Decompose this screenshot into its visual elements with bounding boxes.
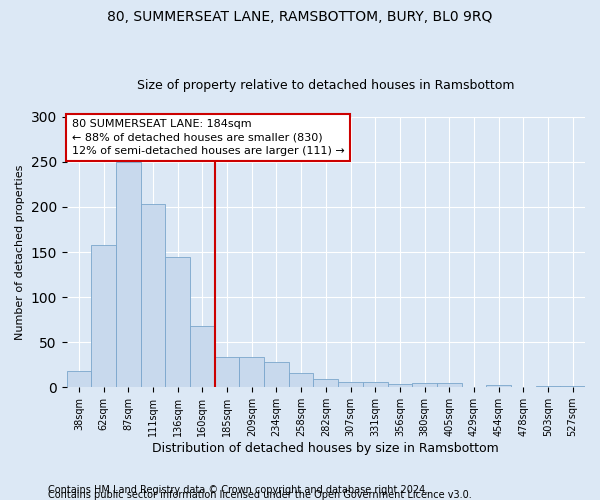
- Bar: [239, 358, 264, 387]
- Text: Contains public sector information licensed under the Open Government Licence v3: Contains public sector information licen…: [48, 490, 472, 500]
- Text: 80, SUMMERSEAT LANE, RAMSBOTTOM, BURY, BL0 9RQ: 80, SUMMERSEAT LANE, RAMSBOTTOM, BURY, B…: [107, 10, 493, 24]
- Text: 80 SUMMERSEAT LANE: 184sqm
← 88% of detached houses are smaller (830)
12% of sem: 80 SUMMERSEAT LANE: 184sqm ← 88% of deta…: [72, 120, 344, 156]
- Bar: [388, 384, 412, 387]
- Bar: [289, 373, 313, 387]
- X-axis label: Distribution of detached houses by size in Ramsbottom: Distribution of detached houses by size …: [152, 442, 499, 455]
- Text: Contains HM Land Registry data © Crown copyright and database right 2024.: Contains HM Land Registry data © Crown c…: [48, 485, 428, 495]
- Title: Size of property relative to detached houses in Ramsbottom: Size of property relative to detached ho…: [137, 79, 515, 92]
- Bar: [536, 386, 560, 387]
- Bar: [116, 162, 141, 387]
- Bar: [215, 356, 239, 387]
- Bar: [486, 386, 511, 387]
- Bar: [363, 382, 388, 387]
- Bar: [560, 386, 585, 387]
- Bar: [313, 379, 338, 387]
- Bar: [91, 245, 116, 387]
- Bar: [190, 326, 215, 387]
- Bar: [437, 382, 461, 387]
- Bar: [338, 382, 363, 387]
- Bar: [264, 362, 289, 387]
- Bar: [141, 204, 166, 387]
- Bar: [166, 258, 190, 387]
- Bar: [412, 382, 437, 387]
- Bar: [67, 371, 91, 387]
- Y-axis label: Number of detached properties: Number of detached properties: [15, 164, 25, 340]
